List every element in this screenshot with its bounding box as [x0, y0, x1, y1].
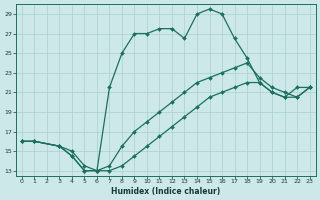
X-axis label: Humidex (Indice chaleur): Humidex (Indice chaleur) — [111, 187, 220, 196]
